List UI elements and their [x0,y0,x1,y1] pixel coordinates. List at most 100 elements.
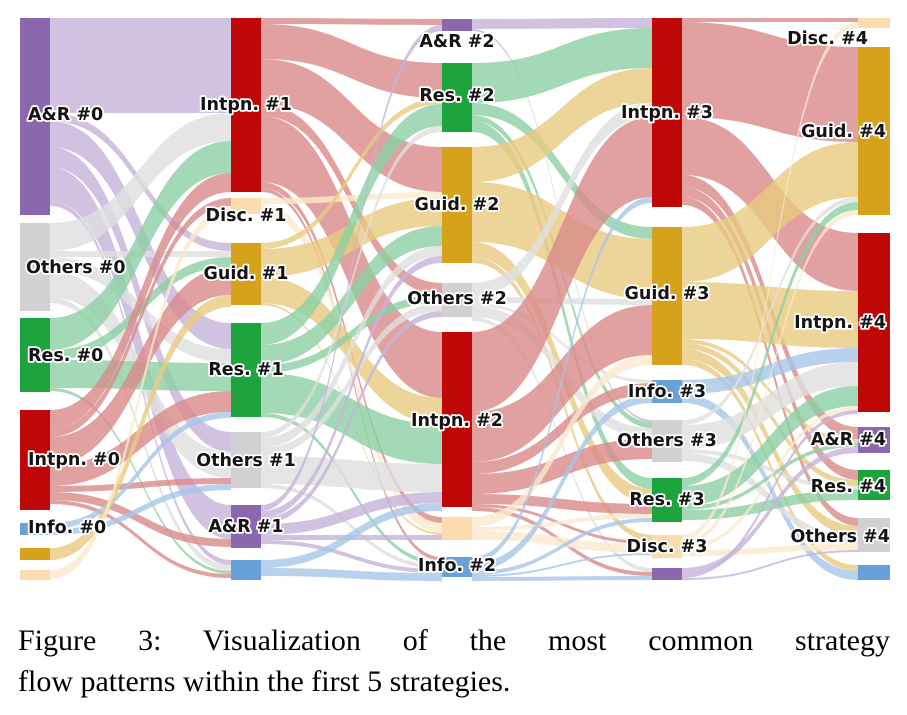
sankey-link-in1-ar2 [261,18,442,25]
sankey-label-ar2: A&R #2 [419,32,494,52]
sankey-link-re1-gu2 [261,226,442,365]
sankey-link-ot1-re2 [261,126,442,438]
sankey-link-gu3-if4 [682,359,858,571]
sankey-link-ar3-ot4 [682,550,858,580]
sankey-link-di2-di3 [472,531,652,553]
sankey-link-re0-in1 [50,141,231,350]
sankey-link-ot1-if2 [261,484,442,569]
sankey-link-di3-in4 [682,406,858,550]
sankey-link-gu3-in4 [682,282,858,348]
sankey-link-ot3-ot4 [682,453,858,544]
sankey-link-re2-in3 [472,28,652,103]
sankey-node-gu1 [231,243,261,305]
sankey-label-re4: Res. #4 [811,477,886,497]
sankey-label-ar4: A&R #4 [811,430,886,450]
sankey-label-di4: Disc. #4 [787,29,868,49]
sankey-link-re1-if2 [261,413,442,565]
sankey-label-di3: Disc. #3 [627,537,708,557]
sankey-node-ot1 [231,432,261,488]
sankey-link-in1-if2 [261,188,442,561]
sankey-link-di3-ot4 [682,544,858,556]
sankey-node-ar4 [858,427,890,453]
sankey-link-ot3-in4 [682,362,858,449]
sankey-node-gu2 [442,147,472,263]
sankey-node-ot2 [442,283,472,317]
sankey-link-re3-gu4 [682,202,858,486]
figure-caption: Figure 3: Visualization of the most comm… [18,620,890,702]
sankey-node-ar0 [20,18,50,215]
sankey-link-if0-ot1 [50,484,231,535]
sankey-link-di2-re3 [472,514,652,531]
sankey-node-di4 [858,18,890,28]
sankey-node-re0 [20,318,50,392]
sankey-label-gu4: Guid. #4 [801,122,886,142]
sankey-label-ot4: Others #4 [790,527,890,547]
sankey-link-re2-re3 [472,121,652,489]
sankey-node-gu3 [652,227,682,365]
sankey-link-if1-if2 [261,568,442,581]
sankey-link-di3-gu4 [682,210,858,546]
sankey-link-ot3-re4 [682,449,858,490]
sankey-link-if3-in4 [682,348,858,394]
sankey-link-if2-if3 [472,395,652,571]
sankey-label-ot2: Others #2 [407,289,507,309]
sankey-link-ot1-ot2 [261,303,442,456]
sankey-link-re1-re2 [261,104,442,345]
sankey-label-ar0: A&R #0 [28,105,103,125]
sankey-link-if2-ar3 [472,576,652,581]
sankey-link-in2-gu3 [472,305,652,462]
sankey-link-ar1-ot2 [261,311,442,524]
sankey-label-gu1: Guid. #1 [204,264,289,284]
sankey-label-in2: Intpn. #2 [411,411,503,431]
sankey-label-if0: Info. #0 [28,518,106,538]
sankey-link-re0-if1 [50,388,231,574]
sankey-label-in0: Intpn. #0 [28,450,120,470]
sankey-node-in2 [442,332,472,507]
sankey-svg: A&R #0 Others #0 Res. #0 Intpn. #0 Info. #0 I… [20,18,892,581]
sankey-node-if0 [20,523,50,535]
sankey-node-re2 [442,63,472,132]
sankey-link-di2-gu3 [472,355,652,527]
sankey-label-ot0: Others #0 [26,258,126,278]
sankey-link-re3-re4 [682,490,858,520]
sankey-diagram: A&R #0 Others #0 Res. #0 Intpn. #0 Info. #0 I… [20,18,892,581]
sankey-link-gu1-gu2 [261,198,442,277]
caption-line-2: flow patterns within the first 5 strateg… [18,665,511,698]
sankey-label-in3: Intpn. #3 [621,103,713,123]
sankey-link-ot0-in1 [50,113,231,251]
sankey-link-if0-re1 [50,412,231,529]
sankey-node-re3 [652,478,682,522]
sankey-link-re1-ot2 [261,295,442,373]
sankey-label-ot3: Others #3 [617,431,717,451]
sankey-link-ot2-if3 [472,303,652,383]
sankey-node-gu4 [858,47,890,215]
sankey-link-ot1-in2 [261,456,442,492]
sankey-label-in4: Intpn. #4 [794,313,886,333]
sankey-node-ar3 [652,568,682,580]
sankey-node-di2 [442,517,472,540]
sankey-node-re1 [231,323,261,417]
sankey-label-ar1: A&R #1 [208,517,283,537]
sankey-link-in3-ot4 [682,197,858,526]
sankey-node-di1 [231,198,261,214]
sankey-link-ot1-gu2 [261,246,442,448]
sankey-node-ot3 [652,420,682,462]
sankey-link-gu1-re2 [261,98,442,249]
sankey-node-di3 [652,535,682,558]
sankey-label-in1: Intpn. #1 [200,95,292,115]
sankey-link-gu3-ar4 [682,339,858,443]
sankey-link-if2-di3 [472,553,652,577]
sankey-link-if2-in3 [472,197,652,563]
sankey-link-in0-if1 [50,500,231,578]
caption-line-1: Figure 3: Visualization of the most comm… [18,624,890,657]
sankey-link-in3-gu4 [682,22,858,142]
sankey-link-ar1-in2 [261,492,442,535]
sankey-link-if1-in2 [261,503,442,568]
sankey-node-ar1 [231,505,261,548]
sankey-node-ar2 [442,19,472,31]
sankey-link-in1-in2 [261,116,442,398]
sankey-node-in1 [231,18,261,192]
sankey-node-in3 [652,18,682,207]
sankey-link-ar2-in3 [472,18,652,29]
sankey-link-re3-in4 [682,386,858,506]
